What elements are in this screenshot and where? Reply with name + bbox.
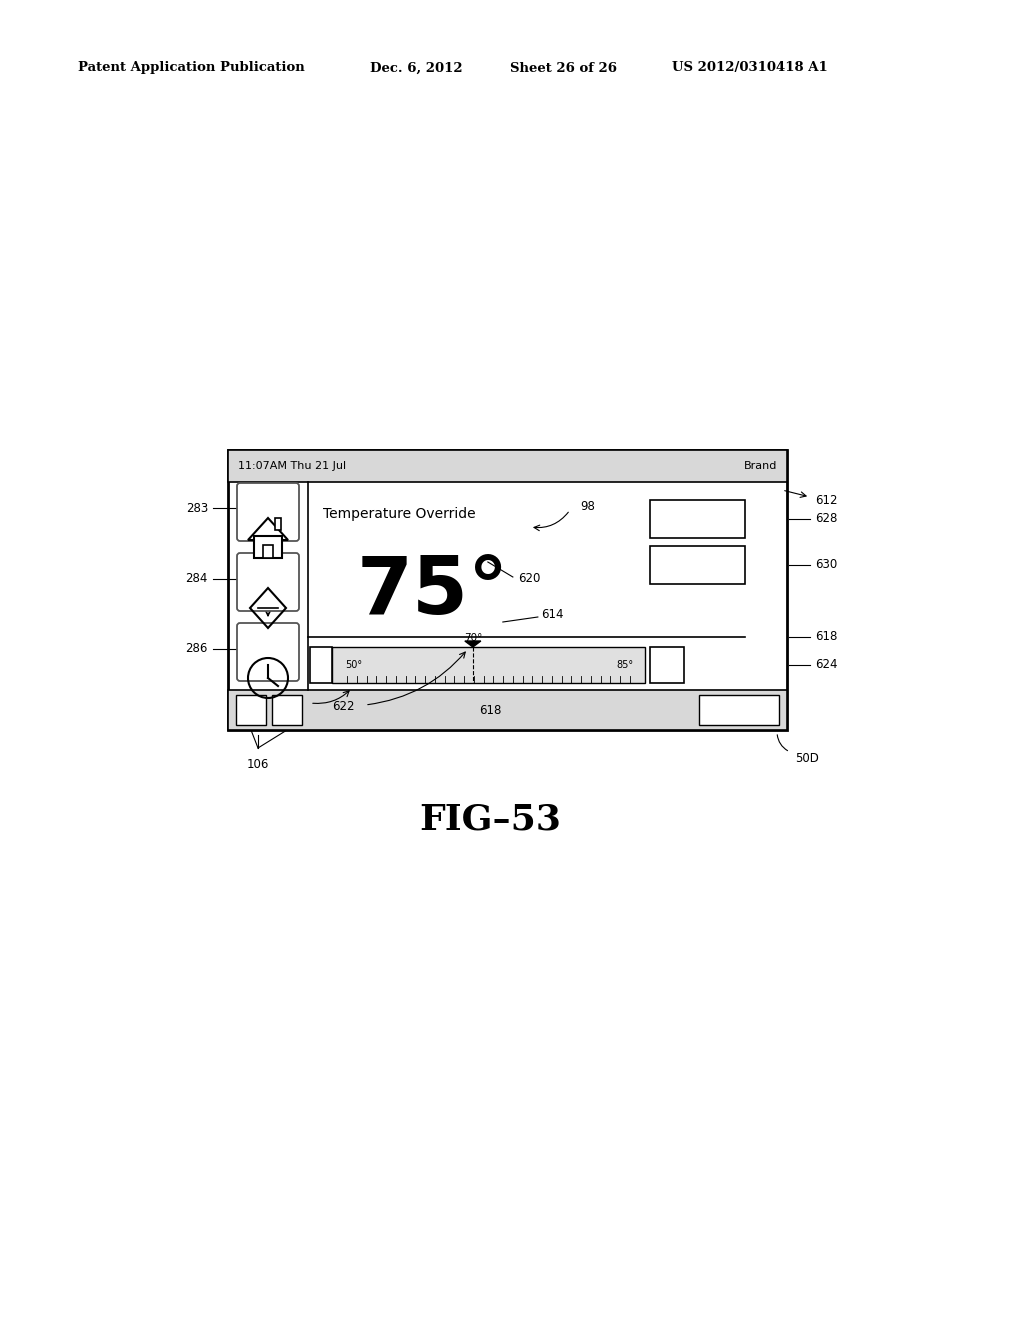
Text: 283: 283 (185, 502, 208, 515)
FancyBboxPatch shape (332, 647, 645, 682)
Text: 618: 618 (479, 704, 501, 717)
Text: Patent Application Publication: Patent Application Publication (78, 62, 305, 74)
FancyBboxPatch shape (228, 450, 787, 482)
FancyBboxPatch shape (236, 696, 266, 725)
Text: Dec. 6, 2012: Dec. 6, 2012 (370, 62, 463, 74)
Text: 50°: 50° (345, 660, 362, 671)
Text: 50D: 50D (795, 751, 819, 764)
FancyBboxPatch shape (650, 546, 745, 583)
Text: −: − (315, 657, 327, 672)
Text: Temperature Override: Temperature Override (323, 507, 475, 521)
Text: Brand: Brand (743, 461, 777, 471)
Text: 628: 628 (815, 512, 838, 525)
Text: ✳: ✳ (721, 510, 735, 528)
Text: 624: 624 (815, 659, 838, 672)
Text: 620: 620 (518, 573, 541, 586)
FancyBboxPatch shape (237, 553, 299, 611)
Text: Quick: Quick (677, 560, 707, 570)
Text: 618: 618 (815, 631, 838, 644)
Text: 🔒: 🔒 (284, 705, 291, 715)
FancyBboxPatch shape (310, 647, 332, 682)
Text: 75°: 75° (357, 553, 509, 631)
FancyBboxPatch shape (275, 517, 281, 531)
FancyBboxPatch shape (237, 623, 299, 681)
Text: 614: 614 (541, 609, 563, 622)
Text: +: + (659, 656, 675, 675)
Text: 622: 622 (333, 701, 355, 714)
FancyBboxPatch shape (263, 545, 273, 558)
Text: 626: 626 (278, 698, 300, 711)
FancyBboxPatch shape (228, 450, 787, 730)
Text: 98: 98 (580, 500, 595, 513)
FancyBboxPatch shape (650, 500, 745, 539)
FancyBboxPatch shape (228, 690, 787, 730)
Text: 85°: 85° (616, 660, 634, 671)
Text: Quick: Quick (677, 513, 707, 524)
Text: 106: 106 (247, 759, 269, 771)
Text: 612: 612 (815, 494, 838, 507)
Text: 286: 286 (185, 643, 208, 656)
Text: 630: 630 (815, 558, 838, 572)
Polygon shape (465, 642, 481, 647)
Text: Menu: Menu (722, 704, 756, 717)
Text: ≋: ≋ (721, 556, 735, 574)
Text: FIG–53: FIG–53 (419, 803, 561, 837)
FancyBboxPatch shape (650, 647, 684, 682)
Text: ?: ? (248, 704, 254, 717)
Text: 284: 284 (185, 573, 208, 586)
FancyBboxPatch shape (699, 696, 779, 725)
Text: 70°: 70° (464, 634, 482, 643)
FancyBboxPatch shape (237, 483, 299, 541)
Text: 11:07AM Thu 21 Jul: 11:07AM Thu 21 Jul (238, 461, 346, 471)
Text: US 2012/0310418 A1: US 2012/0310418 A1 (672, 62, 827, 74)
FancyBboxPatch shape (254, 536, 282, 558)
FancyBboxPatch shape (272, 696, 302, 725)
Text: Sheet 26 of 26: Sheet 26 of 26 (510, 62, 617, 74)
